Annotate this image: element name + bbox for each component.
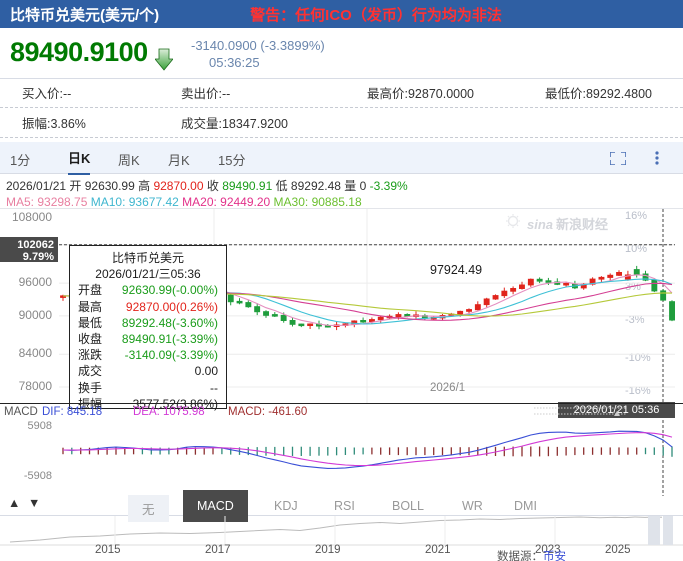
svg-text:新浪财经: 新浪财经	[556, 217, 608, 232]
svg-text:97924.49: 97924.49	[430, 263, 482, 277]
svg-text:2026/1: 2026/1	[430, 382, 465, 394]
svg-text:sina: sina	[527, 217, 553, 232]
